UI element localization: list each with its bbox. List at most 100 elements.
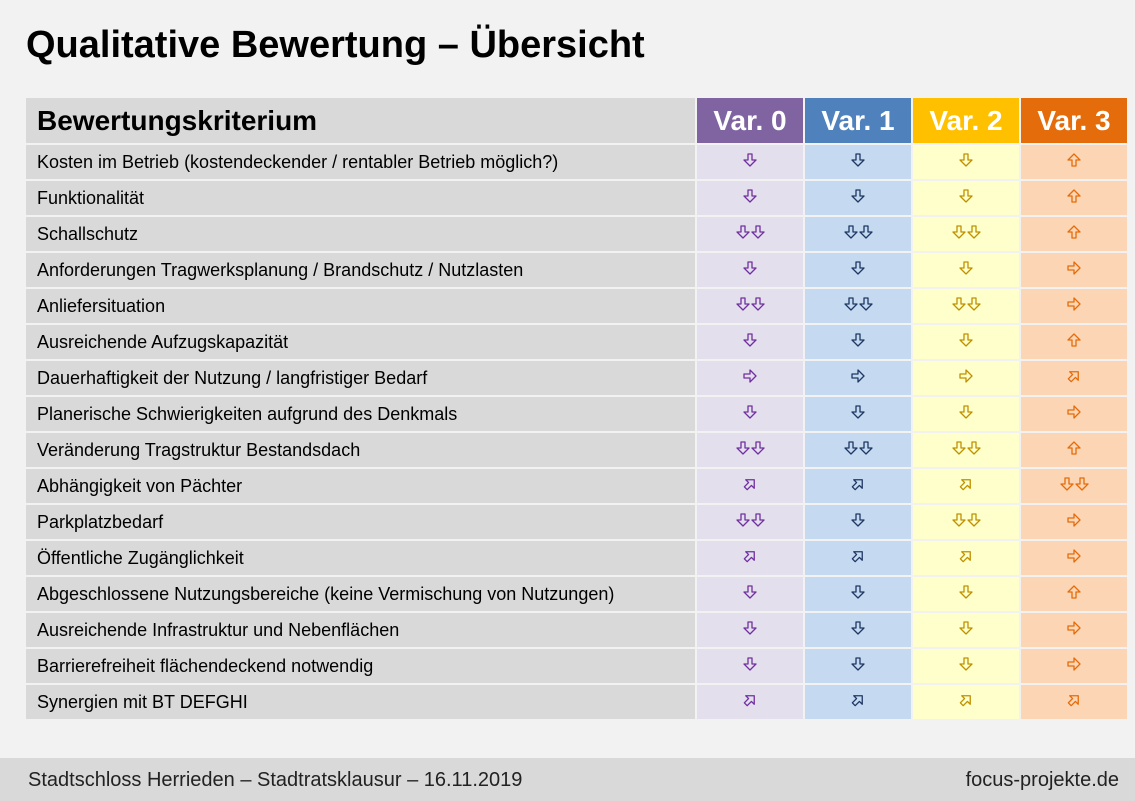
rating-arrows [959,152,973,167]
table-row: Kosten im Betrieb (kostendeckender / ren… [26,145,1127,179]
rating-cell-var-0 [697,613,803,647]
rating-arrows [1067,693,1081,707]
criterion-cell: Anforderungen Tragwerksplanung / Brandsc… [26,253,695,287]
rating-cell-var-3 [1021,325,1127,359]
down-arrow-icon [851,404,865,419]
rating-arrows [851,512,865,527]
rating-arrows [1067,224,1081,239]
rating-arrows [1067,620,1081,635]
up-right-arrow-icon [851,478,863,490]
rating-arrows [1067,152,1081,167]
rating-cell-var-1 [805,181,911,215]
variant-1-header: Var. 1 [805,98,911,143]
rating-arrows [959,477,973,491]
up-right-arrow-icon [743,550,755,562]
rating-arrows [1067,188,1081,203]
rating-cell-var-0 [697,289,803,323]
rating-cell-var-3 [1021,253,1127,287]
down-arrow-icon [966,512,981,527]
rating-arrows [851,620,865,635]
rating-cell-var-2 [913,397,1019,431]
up-arrow-icon [1067,584,1081,599]
rating-cell-var-2 [913,685,1019,719]
rating-arrows [843,440,873,455]
rating-arrows [959,549,973,563]
rating-cell-var-3 [1021,685,1127,719]
rating-arrows [951,224,981,239]
down-arrow-icon [843,224,858,239]
down-arrow-icon [851,332,865,347]
right-arrow-icon [1067,512,1081,527]
down-arrow-icon [851,656,865,671]
rating-arrows [851,404,865,419]
rating-cell-var-1 [805,433,911,467]
down-arrow-icon [735,440,750,455]
up-arrow-icon [1067,152,1081,167]
down-arrow-icon [743,404,757,419]
rating-arrows [951,296,981,311]
rating-arrows [959,584,973,599]
rating-arrows [743,477,757,491]
down-arrow-icon [951,440,966,455]
criterion-cell: Ausreichende Aufzugskapazität [26,325,695,359]
down-arrow-icon [743,188,757,203]
criterion-cell: Abgeschlossene Nutzungsbereiche (keine V… [26,577,695,611]
rating-cell-var-3 [1021,649,1127,683]
down-arrow-icon [966,440,981,455]
down-arrow-icon [959,188,973,203]
rating-arrows [851,549,865,563]
rating-cell-var-2 [913,433,1019,467]
rating-arrows [743,620,757,635]
up-right-arrow-icon [851,694,863,706]
rating-arrows [743,549,757,563]
rating-cell-var-2 [913,649,1019,683]
down-arrow-icon [959,332,973,347]
rating-arrows [735,296,765,311]
rating-cell-var-3 [1021,361,1127,395]
rating-arrows [1067,404,1081,419]
rating-cell-var-3 [1021,541,1127,575]
rating-cell-var-3 [1021,217,1127,251]
rating-cell-var-1 [805,685,911,719]
criterion-cell: Ausreichende Infrastruktur und Nebenfläc… [26,613,695,647]
down-arrow-icon [959,620,973,635]
right-arrow-icon [1067,656,1081,671]
down-arrow-icon [750,224,765,239]
footer-bar: Stadtschloss Herrieden – Stadtratsklausu… [0,758,1135,801]
right-arrow-icon [1067,404,1081,419]
up-right-arrow-icon [743,478,755,490]
rating-arrows [1067,296,1081,311]
down-arrow-icon [750,440,765,455]
up-right-arrow-icon [959,478,971,490]
rating-cell-var-0 [697,541,803,575]
page-title: Qualitative Bewertung – Übersicht [26,24,645,66]
table-header-row: Bewertungskriterium Var. 0 Var. 1 Var. 2… [26,98,1127,143]
criterion-cell: Barrierefreiheit flächendeckend notwendi… [26,649,695,683]
table-row: Dauerhaftigkeit der Nutzung / langfristi… [26,361,1127,395]
rating-arrows [735,512,765,527]
rating-arrows [851,152,865,167]
rating-cell-var-0 [697,469,803,503]
rating-arrows [743,368,757,383]
rating-cell-var-1 [805,541,911,575]
criterion-cell: Parkplatzbedarf [26,505,695,539]
table-row: Veränderung Tragstruktur Bestandsdach [26,433,1127,467]
rating-cell-var-0 [697,649,803,683]
rating-cell-var-0 [697,685,803,719]
rating-cell-var-1 [805,325,911,359]
rating-arrows [851,477,865,491]
rating-arrows [959,188,973,203]
rating-cell-var-3 [1021,181,1127,215]
down-arrow-icon [851,152,865,167]
right-arrow-icon [1067,548,1081,563]
rating-arrows [1067,260,1081,275]
rating-cell-var-2 [913,217,1019,251]
down-arrow-icon [951,512,966,527]
rating-cell-var-2 [913,577,1019,611]
criterion-cell: Funktionalität [26,181,695,215]
rating-cell-var-1 [805,613,911,647]
table-row: Abhängigkeit von Pächter [26,469,1127,503]
rating-cell-var-0 [697,325,803,359]
rating-arrows [735,224,765,239]
rating-arrows [959,656,973,671]
